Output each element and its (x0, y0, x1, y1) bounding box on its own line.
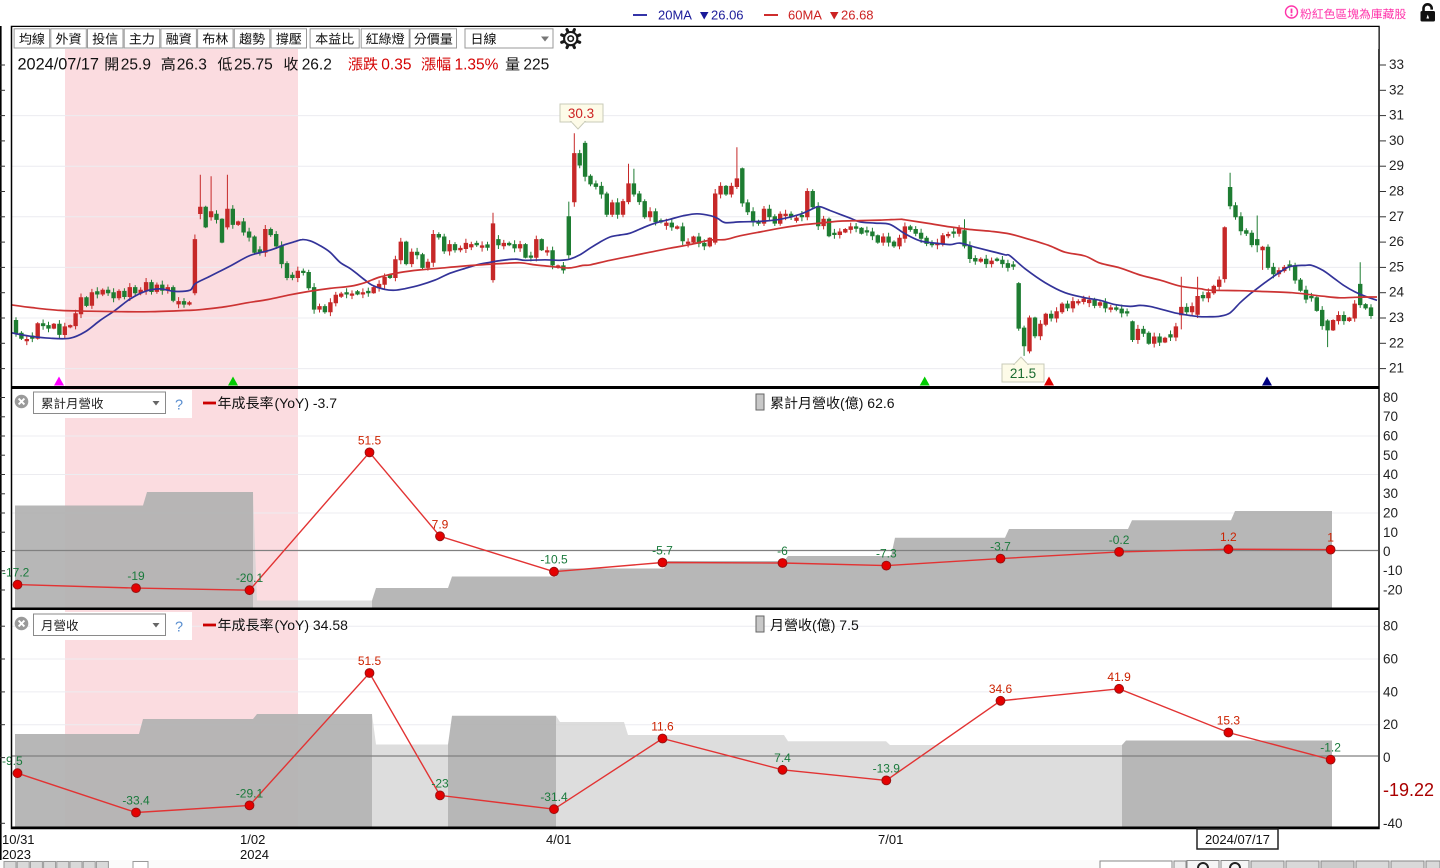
svg-text:2024/07/17: 2024/07/17 (18, 56, 100, 74)
svg-text:-3.7: -3.7 (990, 540, 1011, 554)
svg-text:-20: -20 (1383, 583, 1403, 598)
svg-text:-17.2: -17.2 (2, 566, 30, 580)
svg-text:?: ? (175, 620, 183, 636)
svg-text:33: 33 (1389, 57, 1404, 72)
svg-text:7/01: 7/01 (878, 832, 903, 847)
svg-text:25.75: 25.75 (234, 57, 273, 74)
svg-text:60MA: 60MA (788, 8, 822, 23)
svg-text:10: 10 (1383, 525, 1398, 540)
svg-text:15.3: 15.3 (1217, 714, 1241, 728)
svg-text:30: 30 (1389, 133, 1404, 148)
svg-text:(YoY) 34.58: (YoY) 34.58 (275, 617, 349, 633)
svg-text:-6: -6 (777, 544, 788, 558)
svg-text:20MA: 20MA (658, 8, 692, 23)
svg-text:225: 225 (523, 57, 549, 74)
svg-text:-9.5: -9.5 (2, 754, 23, 768)
svg-text:51.5: 51.5 (358, 654, 382, 668)
svg-text:-23: -23 (431, 776, 449, 790)
svg-text:1.35%: 1.35% (455, 57, 499, 74)
svg-text:26.06: 26.06 (711, 8, 744, 23)
svg-text:-29.1: -29.1 (236, 786, 264, 800)
svg-text:26.68: 26.68 (841, 8, 874, 23)
svg-text:80: 80 (1383, 619, 1398, 634)
svg-text:21: 21 (1389, 361, 1404, 376)
svg-text:2024: 2024 (240, 847, 269, 862)
svg-text:26.3: 26.3 (177, 57, 207, 74)
svg-text:32: 32 (1389, 82, 1404, 97)
svg-text:50: 50 (1383, 448, 1398, 463)
svg-text:): ) (859, 395, 864, 411)
svg-text:0: 0 (1383, 750, 1391, 765)
svg-text:1: 1 (1327, 531, 1334, 545)
svg-text:(: ( (840, 395, 845, 411)
svg-text:(YoY) -3.7: (YoY) -3.7 (275, 395, 338, 411)
svg-text:24: 24 (1389, 285, 1405, 300)
svg-text:26.2: 26.2 (302, 57, 332, 74)
svg-text:20: 20 (1383, 717, 1398, 732)
svg-text:34.6: 34.6 (989, 682, 1013, 696)
svg-text:40: 40 (1383, 467, 1398, 482)
svg-text:7.9: 7.9 (432, 517, 449, 531)
svg-text:21.5: 21.5 (1010, 366, 1036, 381)
svg-text:-5.7: -5.7 (652, 544, 673, 558)
svg-text:29: 29 (1389, 158, 1404, 173)
svg-text:51.5: 51.5 (358, 433, 382, 447)
svg-text:): ) (831, 617, 836, 633)
svg-text:23: 23 (1389, 310, 1404, 325)
svg-text:10/31: 10/31 (2, 832, 35, 847)
svg-text:2024/07/17: 2024/07/17 (1205, 832, 1270, 847)
svg-text:31: 31 (1389, 108, 1404, 123)
svg-text:60: 60 (1383, 652, 1398, 667)
svg-text:(: ( (812, 617, 817, 633)
svg-text:26: 26 (1389, 234, 1404, 249)
svg-text:0: 0 (1383, 544, 1391, 559)
svg-text:0.35: 0.35 (381, 57, 411, 74)
svg-text:30: 30 (1383, 486, 1398, 501)
svg-text:-0.2: -0.2 (1109, 533, 1130, 547)
svg-text:27: 27 (1389, 209, 1404, 224)
svg-text:30.3: 30.3 (568, 106, 594, 121)
svg-text:25: 25 (1389, 259, 1404, 274)
svg-text:22: 22 (1389, 335, 1404, 350)
svg-text:-19: -19 (127, 569, 145, 583)
svg-text:25.9: 25.9 (121, 57, 151, 74)
svg-text:-31.4: -31.4 (540, 790, 568, 804)
svg-text:-19.22: -19.22 (1383, 780, 1434, 800)
svg-text:20: 20 (1383, 506, 1398, 521)
svg-text:2023: 2023 (2, 847, 31, 862)
svg-text:80: 80 (1383, 390, 1398, 405)
svg-text:1/02: 1/02 (240, 832, 265, 847)
svg-text:41.9: 41.9 (1107, 670, 1131, 684)
svg-text:11.6: 11.6 (651, 720, 674, 734)
svg-text:-1.2: -1.2 (1320, 741, 1341, 755)
svg-text:60: 60 (1383, 429, 1398, 444)
svg-text:4/01: 4/01 (546, 832, 571, 847)
svg-text:-10: -10 (1383, 563, 1403, 578)
svg-text:28: 28 (1389, 184, 1404, 199)
svg-text:-20.1: -20.1 (236, 571, 264, 585)
svg-text:-13.9: -13.9 (873, 761, 901, 775)
svg-text:62.6: 62.6 (867, 395, 894, 411)
svg-text:-10.5: -10.5 (540, 553, 568, 567)
svg-text:?: ? (175, 398, 183, 414)
svg-text:40: 40 (1383, 684, 1398, 699)
svg-text:-33.4: -33.4 (122, 794, 150, 808)
svg-text:7.5: 7.5 (839, 617, 859, 633)
svg-text:-40: -40 (1383, 816, 1403, 831)
svg-text:1.2: 1.2 (1220, 530, 1237, 544)
svg-text:70: 70 (1383, 409, 1398, 424)
svg-text:-7.3: -7.3 (876, 547, 897, 561)
svg-text:7.4: 7.4 (774, 751, 791, 765)
